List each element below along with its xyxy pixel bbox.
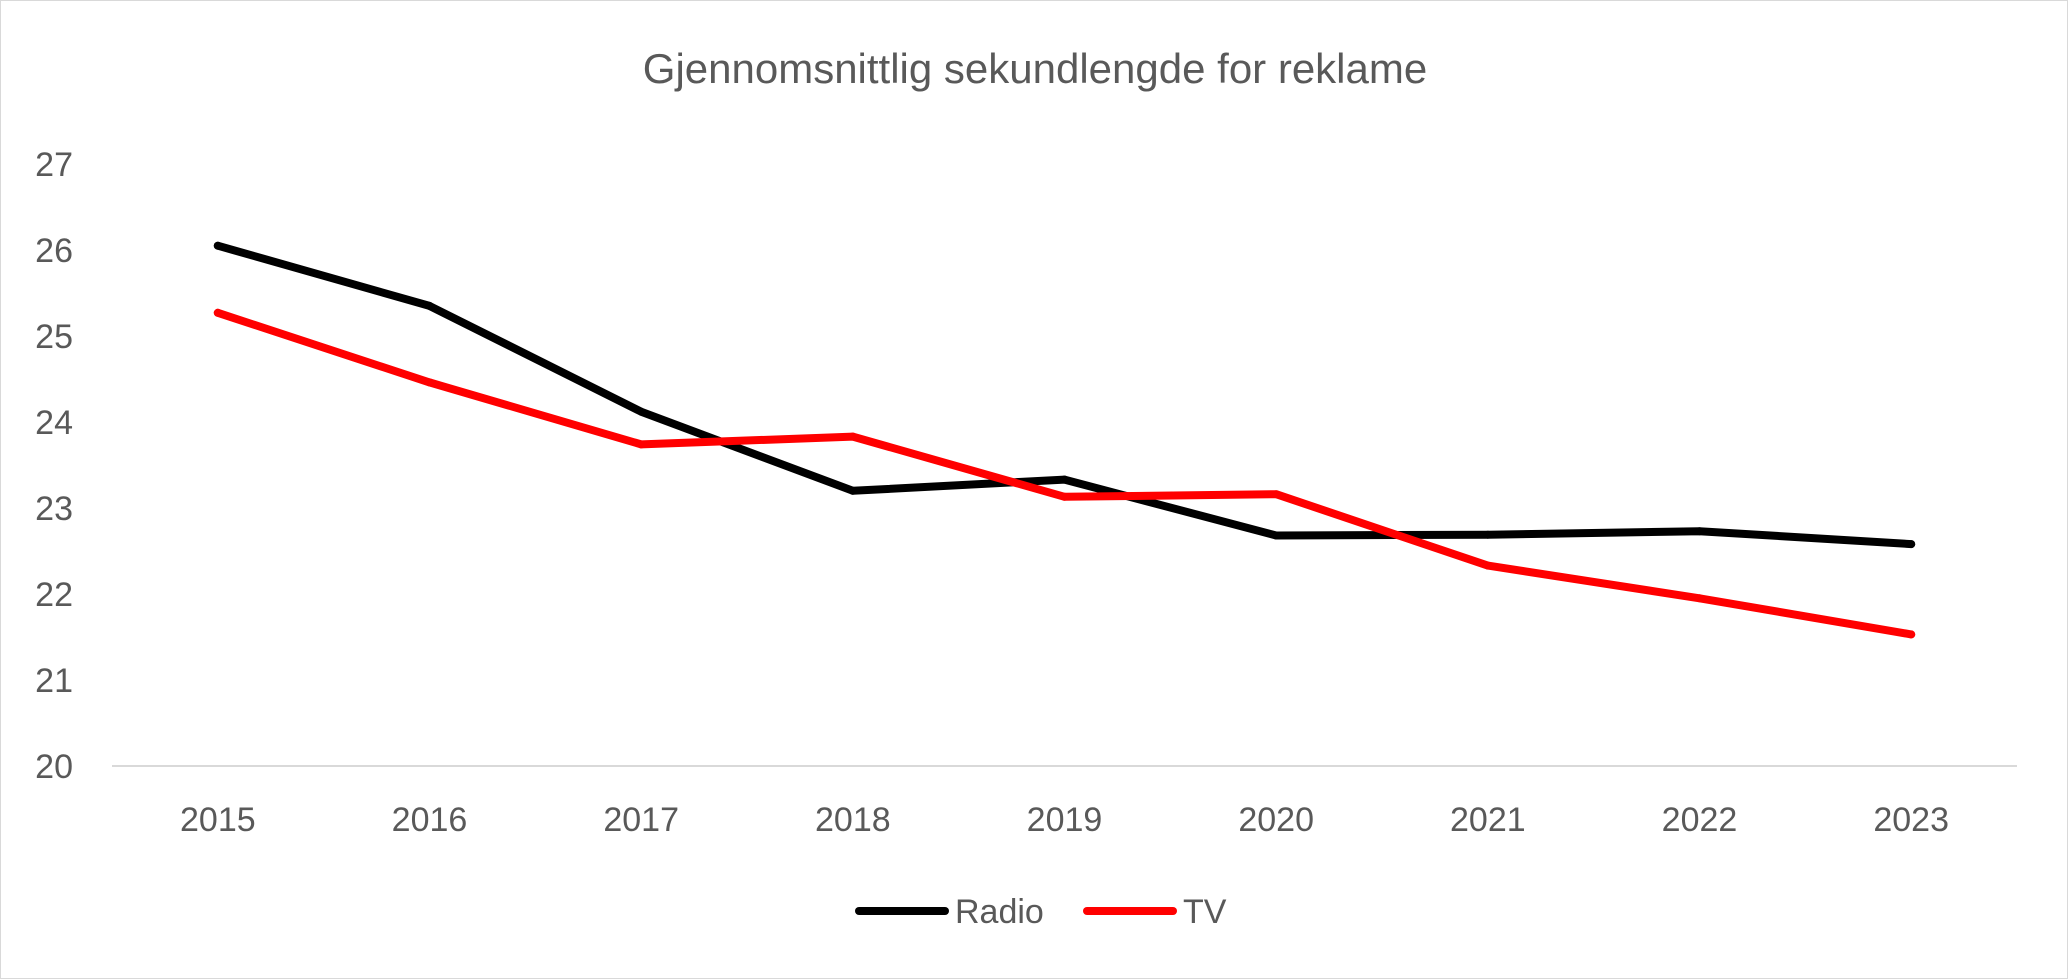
data-point-tv	[1907, 630, 1916, 639]
x-tick-label: 2022	[1662, 801, 1738, 839]
data-point-tv	[425, 378, 434, 387]
y-tick-label: 21	[35, 662, 73, 700]
data-point-radio	[1907, 540, 1916, 549]
chart-title: Gjennomsnittlig sekundlengde for reklame	[643, 45, 1427, 92]
data-point-radio	[1483, 530, 1492, 539]
y-tick-label: 27	[35, 146, 73, 184]
y-tick-label: 23	[35, 490, 73, 528]
x-tick-label: 2016	[392, 801, 468, 839]
legend-label-tv: TV	[1183, 893, 1227, 931]
data-point-radio	[1272, 531, 1281, 540]
y-tick-label: 22	[35, 576, 73, 614]
y-tick-label: 26	[35, 232, 73, 270]
data-point-tv	[1695, 594, 1704, 603]
legend-label-radio: Radio	[955, 893, 1044, 931]
x-tick-label: 2015	[180, 801, 256, 839]
data-point-tv	[1060, 492, 1069, 501]
data-point-tv	[1483, 561, 1492, 570]
x-tick-label: 2023	[1873, 801, 1949, 839]
series-lines	[213, 241, 1916, 639]
y-tick-label: 24	[35, 404, 73, 442]
data-point-tv	[1272, 490, 1281, 499]
legend: Radio TV	[855, 893, 1227, 931]
data-point-tv	[848, 432, 857, 441]
x-axis-labels: 2015 2016 2017 2018 2019 2020 2021 2022 2023	[180, 801, 1949, 839]
x-tick-label: 2021	[1450, 801, 1526, 839]
data-point-radio	[848, 486, 857, 495]
series-line-tv	[213, 308, 1916, 639]
data-point-radio	[1060, 475, 1069, 484]
data-point-tv	[637, 440, 646, 449]
y-tick-label: 20	[35, 748, 73, 786]
y-axis-labels: 20 21 22 23 24 25 26 27	[35, 146, 73, 786]
data-point-radio	[213, 241, 222, 250]
x-tick-label: 2018	[815, 801, 891, 839]
x-tick-label: 2020	[1238, 801, 1314, 839]
data-point-radio	[1695, 527, 1704, 536]
x-tick-label: 2019	[1027, 801, 1103, 839]
data-point-radio	[637, 407, 646, 416]
x-tick-label: 2017	[603, 801, 679, 839]
y-tick-label: 25	[35, 318, 73, 356]
data-point-radio	[425, 301, 434, 310]
data-point-tv	[213, 308, 222, 317]
